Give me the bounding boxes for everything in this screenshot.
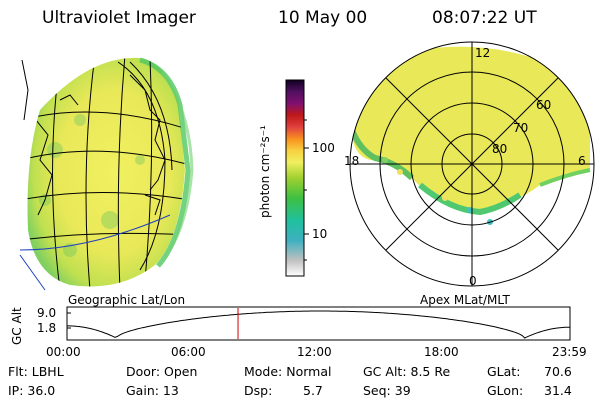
- xtick-1800: 18:00: [424, 345, 459, 359]
- alt-ytick-9: 9.0: [37, 306, 57, 320]
- date-label: 10 May 00: [278, 8, 368, 28]
- mlt-label-0: 0: [469, 274, 477, 288]
- colorbar-unit-label: photon cm⁻²s⁻¹: [258, 125, 272, 218]
- status-glon-value: 31.4: [544, 383, 572, 398]
- status-gain: Gain: 13: [126, 383, 179, 398]
- status-door: Door: Open: [126, 364, 198, 379]
- instrument-title: Ultraviolet Imager: [42, 8, 196, 28]
- lat-label-70: 70: [513, 121, 529, 135]
- mlt-label-6: 6: [578, 154, 586, 168]
- mlt-label-12: 12: [475, 46, 491, 60]
- apex-label: Apex MLat/MLT: [420, 293, 510, 307]
- polar-plot: [349, 41, 595, 287]
- status-dsp-value: 5.7: [303, 383, 323, 398]
- status-dsp-label: Dsp:: [244, 383, 273, 398]
- colorbar-tick-100: 100: [312, 141, 335, 155]
- alt-axis-label: GC Alt: [10, 307, 24, 345]
- status-glon-label: GLon:: [487, 383, 524, 398]
- status-glat-label: GLat:: [487, 364, 521, 379]
- status-seq: Seq: 39: [363, 383, 411, 398]
- status-ip: IP: 36.0: [8, 383, 56, 398]
- alt-ytick-1-8: 1.8: [37, 321, 57, 335]
- altitude-plot: [66, 306, 571, 341]
- xtick-0600: 06:00: [171, 345, 206, 359]
- status-gc-alt: GC Alt: 8.5 Re: [363, 364, 451, 379]
- lat-label-60: 60: [536, 98, 552, 112]
- color-bar: [285, 79, 309, 277]
- status-mode: Mode: Normal: [244, 364, 332, 379]
- geographic-label: Geographic Lat/Lon: [68, 293, 186, 307]
- colorbar-tick-10: 10: [312, 227, 328, 241]
- status-glat-value: 70.6: [544, 364, 572, 379]
- mlt-label-18: 18: [344, 154, 360, 168]
- lat-label-80: 80: [492, 142, 508, 156]
- xtick-2359: 23:59: [552, 345, 587, 359]
- earth-image: [19, 57, 194, 291]
- xtick-1200: 12:00: [297, 345, 332, 359]
- time-label: 08:07:22 UT: [432, 8, 537, 28]
- status-filter: Flt: LBHL: [8, 364, 64, 379]
- xtick-0000: 00:00: [46, 345, 81, 359]
